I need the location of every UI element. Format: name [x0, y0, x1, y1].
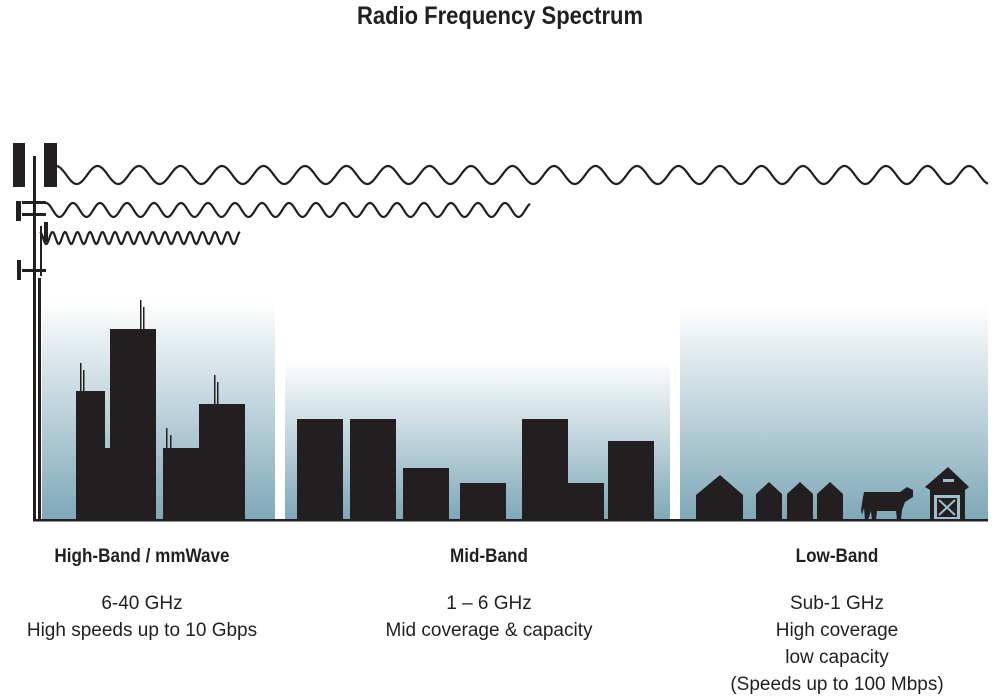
cell-tower-icon	[13, 143, 57, 521]
cow-icon	[861, 487, 913, 520]
high-band-label: High-Band / mmWave 6-40 GHz High speeds …	[0, 546, 292, 644]
barn-icon	[925, 467, 969, 520]
band-frequency: 1 – 6 GHz	[446, 593, 532, 614]
band-frequency: 6-40 GHz	[101, 593, 183, 614]
ground-line	[33, 519, 988, 522]
band-description: High speeds up to 10 Gbps	[26, 620, 258, 641]
diagram-title: Radio Frequency Spectrum	[356, 2, 644, 30]
mid-band-buildings	[297, 419, 654, 520]
high-band-wave	[39, 230, 241, 246]
band-name: Mid-Band	[450, 546, 528, 567]
band-description: High coverage	[775, 620, 899, 641]
band-name: Low-Band	[795, 546, 879, 567]
suburb-houses-icon	[696, 475, 843, 520]
band-description: (Speeds up to 100 Mbps)	[730, 674, 944, 695]
band-description: low capacity	[785, 647, 889, 668]
city-skyline-icon	[76, 300, 245, 520]
band-frequency: Sub-1 GHz	[790, 593, 884, 614]
mid-band-label: Mid-Band 1 – 6 GHz Mid coverage & capaci…	[339, 546, 639, 644]
mid-band-wave	[45, 201, 531, 219]
low-band-label: Low-Band Sub-1 GHz High coverage low cap…	[687, 546, 987, 698]
band-description: Mid coverage & capacity	[385, 620, 593, 641]
band-name: High-Band / mmWave	[54, 546, 230, 567]
low-band-wave	[55, 164, 989, 186]
